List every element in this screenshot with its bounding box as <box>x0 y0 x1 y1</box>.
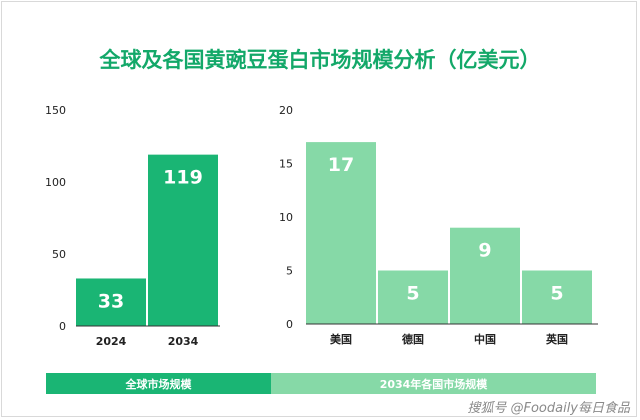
y-tick-label: 0 <box>59 320 66 333</box>
x-category-label: 德国 <box>401 332 424 346</box>
legend-countries: 2034年各国市场规模 <box>271 373 596 394</box>
y-tick-label: 150 <box>45 104 66 117</box>
bar-value-label: 9 <box>478 240 491 262</box>
bar-value-label: 5 <box>550 283 563 305</box>
bar-value-label: 5 <box>406 283 419 305</box>
x-category-label: 英国 <box>545 332 568 346</box>
bar-value-label: 17 <box>328 154 354 176</box>
watermark: 搜狐号 @Foodaily每日食品 <box>467 401 630 416</box>
bar-中国 <box>450 227 520 324</box>
x-category-label: 2034 <box>168 335 199 348</box>
bar-美国 <box>306 142 376 324</box>
bar-2034 <box>148 154 218 326</box>
bar-value-label: 33 <box>98 290 124 312</box>
y-tick-label: 10 <box>279 211 293 224</box>
y-tick-label: 15 <box>279 158 293 171</box>
chart-title: 全球及各国黄豌豆蛋白市场规模分析（亿美元） <box>99 48 541 72</box>
x-category-label: 美国 <box>330 332 352 346</box>
y-tick-label: 100 <box>45 176 66 189</box>
bar-2024 <box>76 278 146 326</box>
x-category-label: 中国 <box>474 332 496 346</box>
y-tick-label: 0 <box>286 318 293 331</box>
legend-global: 全球市场规模 <box>46 373 271 394</box>
y-tick-label: 50 <box>52 248 66 261</box>
bar-英国 <box>522 270 592 324</box>
bar-德国 <box>378 270 448 324</box>
y-tick-label: 5 <box>286 265 293 278</box>
bar-value-label: 119 <box>163 167 203 189</box>
x-category-label: 2024 <box>96 335 127 348</box>
y-tick-label: 20 <box>279 104 293 117</box>
